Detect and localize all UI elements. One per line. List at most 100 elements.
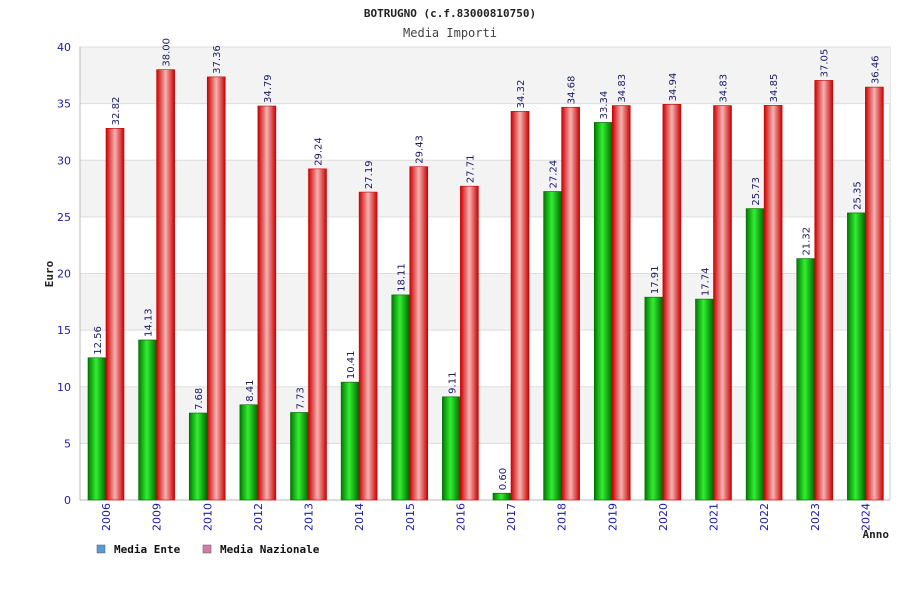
x-tick-label: 2017 (505, 503, 518, 531)
data-label: 29.24 (314, 137, 325, 166)
bar-media-ente-2023 (796, 258, 816, 501)
bar-media-nazionale-2019 (611, 105, 631, 501)
y-tick-label: 5 (64, 437, 71, 450)
bar-media-nazionale-2006 (105, 128, 125, 501)
bar-media-ente-2006 (87, 357, 107, 501)
bar-media-nazionale-2023 (814, 80, 834, 501)
bar-media-ente-2024 (847, 212, 866, 501)
y-tick-label: 0 (64, 494, 71, 507)
x-tick-label: 2024 (859, 503, 872, 531)
bar-media-ente-2015 (391, 294, 411, 501)
bar-media-nazionale-2016 (460, 185, 479, 501)
data-label: 36.46 (870, 55, 881, 84)
y-tick-label: 25 (57, 211, 71, 224)
data-label: 27.19 (364, 160, 375, 189)
data-label: 37.05 (820, 49, 831, 78)
bar-media-ente-2016 (442, 396, 461, 501)
data-label: 27.24 (549, 160, 560, 189)
data-label: 9.11 (447, 372, 458, 394)
data-label: 34.83 (719, 74, 730, 103)
data-label: 29.43 (415, 135, 426, 164)
bar-media-ente-2010 (188, 412, 208, 501)
data-label: 34.85 (769, 74, 780, 103)
chart-subtitle: Media Importi (403, 26, 497, 40)
data-label: 34.32 (516, 80, 527, 109)
y-tick-label: 15 (57, 324, 71, 337)
x-axis-ticks: 2006 2009 2010 2012 2013 2014 2015 2016 2017 2018… (100, 503, 872, 531)
data-label: 17.91 (650, 266, 661, 295)
data-label: 25.73 (751, 177, 762, 206)
x-tick-label: 2016 (454, 503, 467, 531)
legend: Media Ente Media Nazionale (96, 543, 320, 556)
x-tick-label: 2013 (303, 503, 316, 531)
legend-label-media-nazionale: Media Nazionale (220, 543, 320, 556)
x-tick-label: 2019 (606, 503, 619, 531)
x-tick-label: 2022 (758, 503, 771, 531)
bar-media-ente-2012 (239, 404, 259, 501)
data-label: 33.34 (599, 91, 610, 120)
bar-media-ente-2018 (543, 191, 562, 501)
y-tick-label: 35 (57, 98, 71, 111)
data-label: 21.32 (802, 227, 813, 256)
data-label: 14.13 (144, 308, 155, 337)
y-tick-label: 30 (57, 154, 71, 167)
bar-media-nazionale-2015 (409, 166, 429, 501)
data-label: 34.83 (617, 74, 628, 103)
legend-label-media-ente: Media Ente (114, 543, 181, 556)
bar-media-ente-2021 (695, 298, 714, 501)
data-label: 17.74 (701, 267, 712, 296)
bar-media-ente-2020 (644, 296, 664, 501)
bar-media-ente-2009 (138, 339, 157, 501)
data-label: 7.73 (296, 387, 307, 409)
bar-media-ente-2014 (340, 381, 360, 501)
data-label: 34.79 (263, 74, 274, 103)
bar-media-nazionale-2014 (358, 191, 378, 501)
data-label: 27.71 (465, 155, 476, 184)
bar-media-nazionale-2013 (308, 168, 327, 501)
bar-media-nazionale-2017 (510, 111, 530, 501)
y-tick-label: 20 (57, 268, 71, 281)
data-label: 10.41 (346, 350, 357, 379)
x-tick-label: 2023 (809, 503, 822, 531)
data-labels: 12.56 32.82 14.13 38.00 7.68 37.36 8.41 34.79 7.… (93, 38, 881, 490)
chart-title: BOTRUGNO (c.f.83000810750) (364, 7, 536, 20)
data-label: 18.11 (397, 263, 408, 292)
x-tick-label: 2010 (201, 503, 214, 531)
bar-media-nazionale-2022 (763, 105, 783, 501)
data-label: 12.56 (93, 326, 104, 355)
data-label: 38.00 (162, 38, 173, 67)
data-label: 8.41 (245, 379, 256, 401)
data-label: 25.35 (852, 181, 863, 210)
x-tick-label: 2021 (708, 503, 721, 531)
data-label: 0.60 (498, 468, 509, 490)
x-tick-label: 2006 (100, 503, 113, 531)
bar-media-nazionale-2024 (865, 86, 884, 501)
bar-media-nazionale-2009 (156, 69, 175, 501)
y-axis-ticks: 0 5 10 15 20 25 30 35 40 (57, 41, 71, 507)
bar-media-nazionale-2020 (662, 104, 682, 501)
x-tick-label: 2020 (657, 503, 670, 531)
bar-media-nazionale-2018 (561, 106, 580, 501)
legend-swatch-media-ente (96, 544, 106, 554)
data-label: 7.68 (194, 388, 205, 410)
bar-media-nazionale-2010 (206, 76, 226, 501)
bar-media-ente-2022 (745, 208, 765, 501)
x-tick-label: 2009 (151, 503, 164, 531)
x-tick-label: 2015 (404, 503, 417, 531)
x-tick-label: 2018 (556, 503, 569, 531)
bar-media-ente-2019 (593, 122, 613, 501)
data-label: 34.94 (668, 73, 679, 102)
bars (87, 69, 884, 501)
y-axis-label: Euro (43, 260, 56, 287)
x-axis-label: Anno (863, 528, 890, 541)
data-label: 34.68 (567, 76, 578, 105)
data-label: 37.36 (212, 45, 223, 74)
bar-media-nazionale-2021 (713, 105, 732, 501)
x-tick-label: 2014 (353, 503, 366, 531)
legend-swatch-media-nazionale (202, 544, 212, 554)
data-label: 32.82 (111, 97, 122, 126)
bar-media-ente-2017 (492, 492, 512, 501)
y-tick-label: 40 (57, 41, 71, 54)
bar-media-nazionale-2012 (257, 105, 277, 501)
